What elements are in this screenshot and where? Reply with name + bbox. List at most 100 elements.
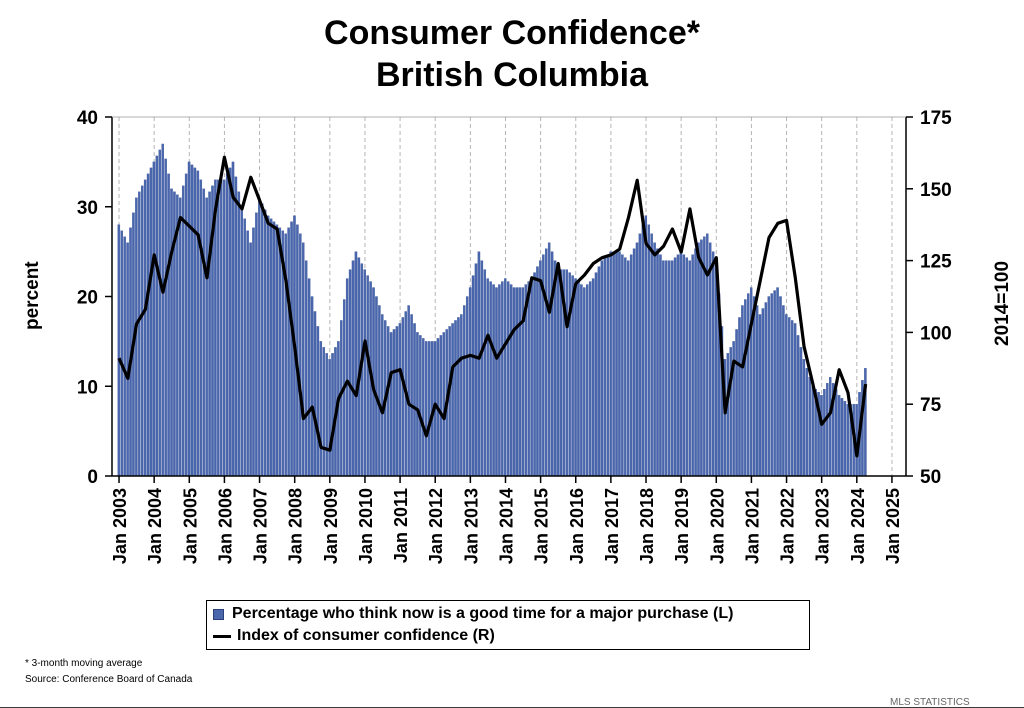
bar [796, 335, 800, 477]
bar [424, 341, 428, 477]
bar [667, 260, 671, 477]
bar [603, 257, 607, 477]
bar [738, 317, 741, 477]
bar [146, 173, 150, 477]
bar [600, 260, 604, 477]
left-tick-label: 30 [77, 198, 98, 219]
left-tick-label: 0 [87, 467, 98, 488]
bar [644, 215, 648, 477]
bar [782, 305, 785, 477]
bar [313, 311, 317, 477]
bar [395, 326, 399, 477]
bar [422, 338, 425, 477]
bar [255, 212, 258, 477]
bar [266, 215, 270, 477]
bar [302, 242, 305, 477]
bar [143, 179, 147, 477]
bar [290, 221, 293, 477]
bar [790, 320, 794, 477]
bar [345, 278, 349, 477]
bar [545, 248, 548, 477]
bar [837, 395, 841, 477]
bar [659, 254, 662, 477]
x-tick-label: Jan 2013 [461, 488, 481, 564]
bar [167, 173, 170, 477]
bar [834, 389, 838, 477]
bar [258, 197, 261, 477]
bar [626, 260, 630, 477]
bar [495, 287, 498, 477]
bar [826, 383, 829, 477]
x-tick-label: Jan 2016 [567, 488, 587, 564]
bar [509, 284, 513, 477]
bar [621, 254, 624, 477]
bar [808, 377, 812, 477]
chart-title: Consumer Confidence* British Columbia [0, 12, 1024, 96]
bar [726, 353, 730, 477]
x-tick-label: Jan 2023 [813, 488, 833, 564]
bar [138, 191, 141, 477]
bar [773, 290, 776, 477]
bar [126, 242, 129, 477]
bar [231, 161, 235, 477]
bar [679, 251, 683, 477]
bar [583, 287, 586, 477]
bar [179, 197, 182, 477]
bar [193, 167, 197, 477]
bar [829, 377, 832, 477]
bar [460, 314, 463, 477]
left-tick-label: 10 [77, 377, 98, 398]
bar [770, 293, 773, 477]
bar [486, 278, 489, 477]
legend-swatch-line [213, 634, 231, 638]
bar [609, 251, 612, 477]
bar [463, 305, 466, 477]
x-tick-label: Jan 2011 [391, 488, 411, 563]
chart-title-line-1: Consumer Confidence* [324, 14, 700, 52]
bar [348, 269, 352, 477]
bar [533, 272, 536, 477]
bar [413, 323, 416, 477]
bar [612, 251, 615, 477]
bar [638, 233, 642, 477]
bar [688, 260, 691, 477]
bar [366, 275, 369, 477]
bar [591, 278, 595, 477]
bar [217, 179, 220, 477]
bar [240, 206, 244, 477]
bar [492, 284, 495, 477]
bar [319, 341, 323, 477]
bar [439, 335, 443, 477]
bar [685, 257, 689, 477]
x-tick-label: Jan 2008 [286, 488, 306, 564]
right-tick-label: 50 [920, 467, 941, 488]
right-tick-label: 75 [920, 395, 942, 416]
bar [793, 323, 797, 477]
bar [181, 185, 185, 477]
x-tick-label: Jan 2009 [321, 488, 341, 564]
x-tick-label: Jan 2021 [742, 488, 762, 564]
bar [799, 347, 803, 477]
bar [741, 305, 744, 477]
bar [389, 332, 393, 477]
x-tick-label: Jan 2025 [883, 488, 903, 564]
x-tick-label: Jan 2007 [251, 488, 271, 564]
bar [518, 287, 522, 477]
right-tick-label: 125 [920, 252, 952, 273]
bar [665, 260, 668, 477]
bar [465, 296, 469, 477]
bar [615, 251, 618, 477]
bar [448, 326, 451, 477]
x-tick-label: Jan 2018 [637, 488, 657, 564]
bar [559, 269, 563, 477]
bar [164, 158, 167, 477]
bar [594, 272, 598, 477]
bar [184, 173, 188, 477]
bar [471, 275, 475, 477]
bar [530, 278, 533, 477]
bar [629, 254, 633, 477]
right-tick-label: 100 [920, 323, 952, 344]
bar [586, 284, 589, 477]
chart-plot: 0 10 20 30 40 50 75 100 125 150 175 Jan 2003 Jan 2… [77, 108, 952, 564]
